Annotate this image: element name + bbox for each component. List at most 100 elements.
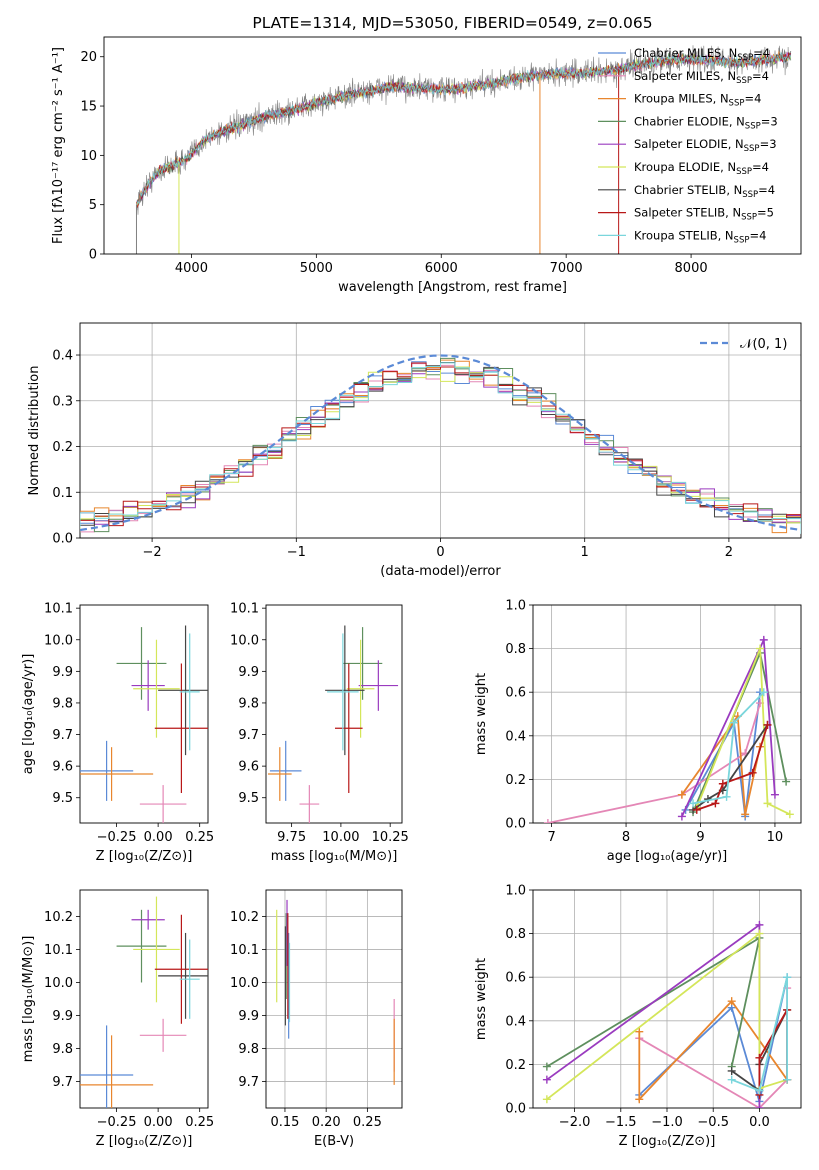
weight-lines xyxy=(543,635,794,823)
weight-marker xyxy=(677,812,686,821)
x-tick-label: −2 xyxy=(143,545,162,560)
axes-frame xyxy=(79,322,802,539)
y-tick-label: 9.8 xyxy=(52,696,73,711)
weight-marker xyxy=(763,799,772,808)
weight-line xyxy=(692,691,765,805)
x-tick-label: 0.00 xyxy=(144,1115,173,1130)
x-axis-label: E(B-V) xyxy=(314,1134,354,1149)
legend-entry: 𝒩(0, 1) xyxy=(740,337,787,352)
weight-line xyxy=(684,692,761,817)
y-tick-label: 0.2 xyxy=(505,1058,526,1073)
chart-title: PLATE=1314, MJD=53050, FIBERID=0549, z=0… xyxy=(252,14,652,32)
y-tick-label: 10.1 xyxy=(44,943,73,958)
weight-marker xyxy=(748,768,757,777)
y-tick-label: 9.7 xyxy=(52,728,73,743)
normal-curve xyxy=(80,354,801,532)
y-tick-label: 9.7 xyxy=(238,1075,259,1090)
y-tick-label: 0.2 xyxy=(52,440,73,455)
weight-line xyxy=(547,702,761,823)
y-tick-label: 0.4 xyxy=(505,1014,526,1029)
x-tick-label: 0.0 xyxy=(749,1115,770,1130)
weight-marker xyxy=(755,1086,764,1095)
y-tick-label: 9.9 xyxy=(52,1009,73,1024)
y-tick-label: 10.1 xyxy=(230,602,259,617)
weight-line xyxy=(731,976,788,1092)
weight-marker xyxy=(741,810,750,819)
weight-marker xyxy=(755,1053,764,1062)
legend-entry: Salpeter ELODIE, NSSP=3 xyxy=(634,137,777,154)
weight-marker xyxy=(727,997,736,1006)
y-tick-label: 10.0 xyxy=(230,633,259,648)
y-tick-label: 9.7 xyxy=(52,1075,73,1090)
axes-frame xyxy=(103,36,802,255)
x-tick-label: 8000 xyxy=(675,261,708,276)
weight-marker xyxy=(782,777,791,786)
y-tick-label: 0.0 xyxy=(505,817,526,832)
y-tick-label: 9.8 xyxy=(238,1042,259,1057)
error-bars xyxy=(276,899,395,1085)
weight-marker xyxy=(755,920,764,929)
x-tick-label: 2 xyxy=(725,545,733,560)
y-axis-label: mass weight xyxy=(474,673,489,755)
y-tick-label: 10.1 xyxy=(44,602,73,617)
legend-entry: Salpeter MILES, NSSP=4 xyxy=(634,69,769,86)
x-tick-label: 6000 xyxy=(425,261,458,276)
y-axis-label: Normed distribution xyxy=(27,366,42,496)
error-bars xyxy=(80,896,208,1108)
axes-frame xyxy=(79,604,209,824)
weight-marker xyxy=(703,795,712,804)
mass-weight-vs-metallicity-panel: −2.0 −1.5 −1.0 −0.5 0.0 0.0 0.2 0.4 0.6 0.8 1.0 Z [… xyxy=(474,884,802,1149)
weight-marker xyxy=(711,799,720,808)
y-tick-label: 0.1 xyxy=(52,486,73,501)
y-tick-label: 9.6 xyxy=(238,760,259,775)
weight-marker xyxy=(755,929,764,938)
x-tick-label: 8 xyxy=(622,830,630,845)
y-tick-label: 0.0 xyxy=(52,532,73,547)
y-tick-label: 5 xyxy=(89,198,97,213)
x-tick-label: 10.25 xyxy=(372,830,409,845)
y-tick-label: 9.5 xyxy=(52,791,73,806)
legend-entry: Kroupa MILES, NSSP=4 xyxy=(634,92,761,109)
weight-marker xyxy=(542,1062,551,1071)
weight-marker xyxy=(635,1027,644,1036)
x-tick-label: 4000 xyxy=(175,261,208,276)
y-axis-label: age [log₁₀(age/yr)] xyxy=(21,654,36,775)
x-tick-label: −1.0 xyxy=(651,1115,683,1130)
weight-marker xyxy=(722,792,731,801)
y-tick-label: 0.4 xyxy=(505,729,526,744)
weight-marker xyxy=(730,718,738,727)
weight-line xyxy=(546,931,788,1101)
y-tick-label: 10.2 xyxy=(44,910,73,925)
weight-marker xyxy=(783,973,792,982)
y-tick-label: 9.9 xyxy=(52,665,73,680)
x-tick-label: 9.75 xyxy=(277,830,306,845)
legend-entry: Chabrier STELIB, NSSP=4 xyxy=(634,183,775,200)
x-axis-label: Z [log₁₀(Z/Z⊙)] xyxy=(619,1134,716,1149)
weight-marker xyxy=(756,644,765,653)
y-tick-label: 0.6 xyxy=(505,971,526,986)
weight-marker xyxy=(727,1075,736,1084)
y-tick-label: 0 xyxy=(89,248,97,263)
x-tick-label: −2.0 xyxy=(559,1115,591,1130)
x-tick-label: 9 xyxy=(696,830,704,845)
legend-entry: Kroupa STELIB, NSSP=4 xyxy=(634,228,766,245)
weight-marker xyxy=(542,1075,551,1084)
y-tick-label: 9.8 xyxy=(52,1042,73,1057)
weight-marker xyxy=(785,810,794,819)
x-tick-label: 0.25 xyxy=(185,1115,214,1130)
legend-entry: Kroupa ELODIE, NSSP=4 xyxy=(634,160,769,177)
legend-entry: Salpeter STELIB, NSSP=5 xyxy=(634,206,774,223)
y-tick-label: 9.5 xyxy=(238,791,259,806)
y-tick-label: 10.0 xyxy=(230,976,259,991)
weight-line xyxy=(692,724,769,811)
axes-frame xyxy=(532,889,802,1109)
y-axis-label: mass weight xyxy=(474,958,489,1040)
x-tick-label: 0.25 xyxy=(353,1115,382,1130)
y-tick-label: 10.1 xyxy=(230,943,259,958)
age-vs-metallicity-panel: −0.25 0.00 0.25 9.5 9.6 9.7 9.8 9.9 10.0 10.1 Z [l… xyxy=(21,602,214,864)
y-tick-label: 9.9 xyxy=(238,665,259,680)
y-tick-label: 0.3 xyxy=(52,394,73,409)
x-axis-label: Z [log₁₀(Z/Z⊙)] xyxy=(96,1134,193,1149)
x-tick-label: 0 xyxy=(436,545,444,560)
